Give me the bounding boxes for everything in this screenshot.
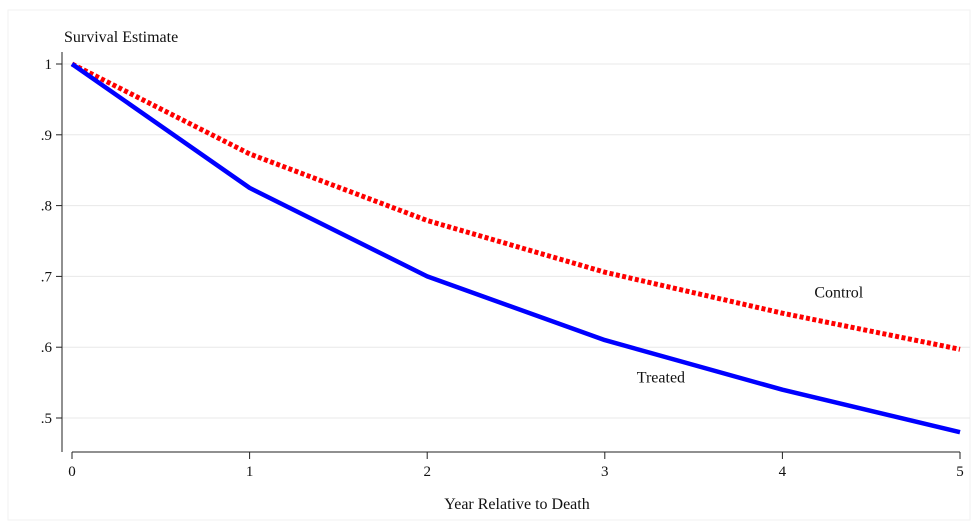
x-axis-title: Year Relative to Death	[444, 496, 589, 513]
series-line-control	[70, 61, 961, 352]
series-labels: Control Treated	[637, 285, 864, 387]
x-tick-label: 3	[601, 464, 609, 480]
y-tick-label: .9	[41, 128, 52, 144]
y-tick-label: 1	[45, 57, 53, 73]
y-tick-label: .8	[41, 199, 52, 215]
x-tick-label: 0	[68, 464, 76, 480]
series-label-control: Control	[814, 285, 863, 302]
y-axis-title: Survival Estimate	[64, 29, 178, 46]
x-tick-label: 2	[423, 464, 431, 480]
x-tick-label: 4	[779, 464, 787, 480]
axes: 1 .9 .8 .7 .6 .5 0 1 2 3 4 5	[41, 52, 964, 480]
series-label-treated: Treated	[637, 370, 685, 387]
chart-frame	[7, 9, 971, 521]
series-lines	[70, 61, 961, 435]
x-tick-label: 1	[246, 464, 254, 480]
x-tick-label: 5	[956, 464, 964, 480]
y-tick-label: .7	[41, 269, 53, 285]
series-line-treated	[70, 62, 961, 435]
y-tick-label: .5	[41, 411, 52, 427]
y-tick-label: .6	[41, 340, 53, 356]
